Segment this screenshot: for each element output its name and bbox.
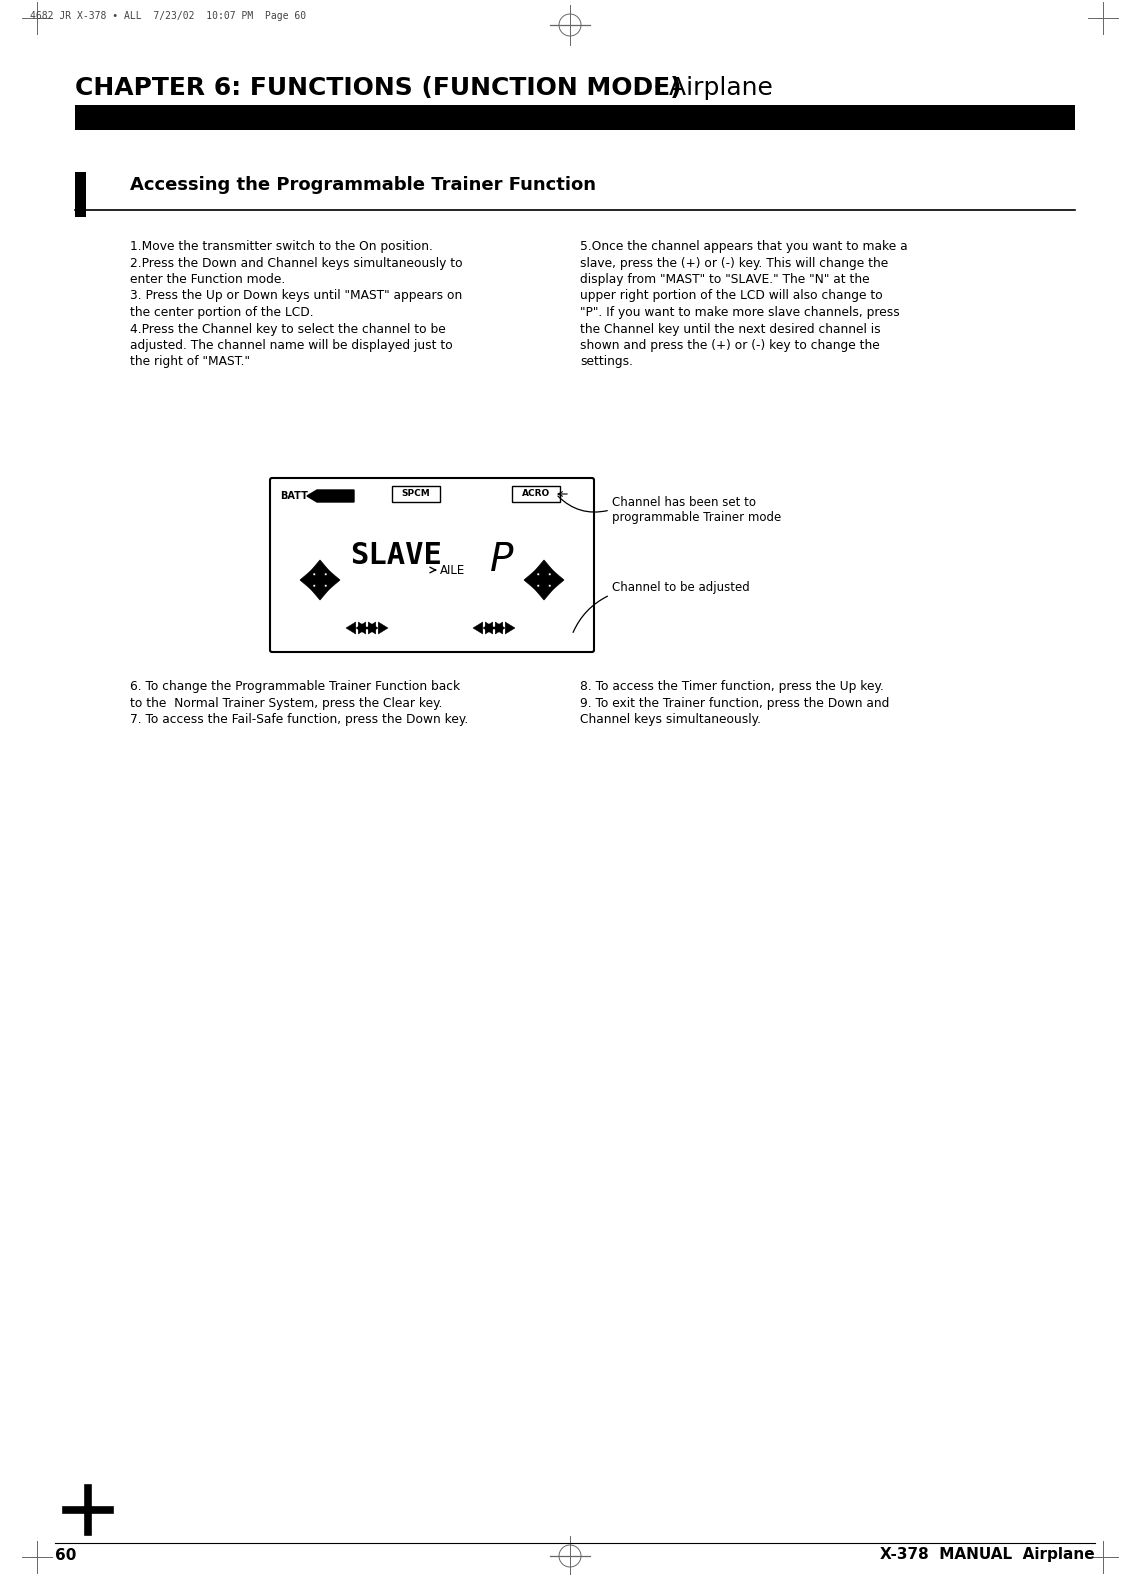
- Polygon shape: [542, 569, 564, 591]
- Text: upper right portion of the LCD will also change to: upper right portion of the LCD will also…: [580, 290, 882, 302]
- Text: 7. To access the Fail-Safe function, press the Down key.: 7. To access the Fail-Safe function, pre…: [130, 713, 469, 726]
- Polygon shape: [505, 622, 515, 635]
- Text: Channel keys simultaneously.: Channel keys simultaneously.: [580, 713, 762, 726]
- Text: enter the Function mode.: enter the Function mode.: [130, 272, 285, 287]
- Text: 60: 60: [55, 1548, 76, 1562]
- Text: 4682 JR X-378 • ALL  7/23/02  10:07 PM  Page 60: 4682 JR X-378 • ALL 7/23/02 10:07 PM Pag…: [30, 11, 307, 20]
- Text: CHAPTER 6: FUNCTIONS (FUNCTION MODE): CHAPTER 6: FUNCTIONS (FUNCTION MODE): [75, 76, 682, 99]
- Polygon shape: [378, 622, 388, 635]
- Text: slave, press the (+) or (-) key. This will change the: slave, press the (+) or (-) key. This wi…: [580, 257, 888, 269]
- Text: Channel to be adjusted: Channel to be adjusted: [612, 581, 750, 594]
- Polygon shape: [495, 622, 505, 635]
- Text: programmable Trainer mode: programmable Trainer mode: [612, 512, 781, 524]
- Text: 1.Move the transmitter switch to the On position.: 1.Move the transmitter switch to the On …: [130, 239, 433, 254]
- Text: "P". If you want to make more slave channels, press: "P". If you want to make more slave chan…: [580, 306, 899, 320]
- Text: SLAVE: SLAVE: [350, 540, 442, 570]
- Text: 3. Press the Up or Down keys until "MAST" appears on: 3. Press the Up or Down keys until "MAST…: [130, 290, 462, 302]
- Polygon shape: [345, 622, 356, 635]
- Polygon shape: [318, 569, 340, 591]
- Text: 8. To access the Timer function, press the Up key.: 8. To access the Timer function, press t…: [580, 680, 884, 693]
- Text: BATT: BATT: [280, 491, 308, 501]
- Polygon shape: [534, 561, 555, 583]
- Polygon shape: [366, 622, 376, 635]
- Text: 6. To change the Programmable Trainer Function back: 6. To change the Programmable Trainer Fu…: [130, 680, 461, 693]
- Polygon shape: [309, 578, 331, 600]
- Text: the right of "MAST.": the right of "MAST.": [130, 356, 250, 369]
- Bar: [512, 487, 560, 502]
- Polygon shape: [483, 622, 492, 635]
- Text: 2.Press the Down and Channel keys simultaneously to: 2.Press the Down and Channel keys simult…: [130, 257, 463, 269]
- Text: to the  Normal Trainer System, press the Clear key.: to the Normal Trainer System, press the …: [130, 696, 442, 709]
- Text: 9. To exit the Trainer function, press the Down and: 9. To exit the Trainer function, press t…: [580, 696, 889, 709]
- Text: the center portion of the LCD.: the center portion of the LCD.: [130, 306, 314, 320]
- Text: · Airplane: · Airplane: [645, 76, 773, 99]
- Bar: [75, 172, 86, 217]
- Text: display from "MAST" to "SLAVE." The "N" at the: display from "MAST" to "SLAVE." The "N" …: [580, 272, 870, 287]
- Polygon shape: [524, 569, 546, 591]
- Text: ACRO: ACRO: [522, 490, 551, 499]
- Polygon shape: [368, 622, 378, 635]
- Text: X-378  MANUAL  Airplane: X-378 MANUAL Airplane: [880, 1548, 1096, 1562]
- Text: Accessing the Programmable Trainer Function: Accessing the Programmable Trainer Funct…: [130, 176, 596, 194]
- Polygon shape: [358, 622, 368, 635]
- Text: AILE: AILE: [440, 564, 465, 576]
- Text: shown and press the (+) or (-) key to change the: shown and press the (+) or (-) key to ch…: [580, 339, 880, 351]
- Polygon shape: [492, 622, 503, 635]
- Polygon shape: [300, 569, 321, 591]
- Polygon shape: [486, 622, 495, 635]
- Polygon shape: [356, 622, 366, 635]
- Polygon shape: [307, 490, 355, 502]
- Bar: [75, 106, 1075, 131]
- Polygon shape: [309, 561, 331, 583]
- Text: 4.Press the Channel key to select the channel to be: 4.Press the Channel key to select the ch…: [130, 323, 446, 335]
- Bar: [392, 487, 440, 502]
- Text: adjusted. The channel name will be displayed just to: adjusted. The channel name will be displ…: [130, 339, 453, 351]
- FancyBboxPatch shape: [270, 477, 594, 652]
- Text: Channel has been set to: Channel has been set to: [612, 496, 756, 509]
- Polygon shape: [473, 622, 483, 635]
- Text: 5.Once the channel appears that you want to make a: 5.Once the channel appears that you want…: [580, 239, 907, 254]
- Polygon shape: [534, 578, 555, 600]
- Text: the Channel key until the next desired channel is: the Channel key until the next desired c…: [580, 323, 880, 335]
- Text: P: P: [490, 540, 514, 580]
- Text: settings.: settings.: [580, 356, 633, 369]
- Text: SPCM: SPCM: [401, 490, 431, 499]
